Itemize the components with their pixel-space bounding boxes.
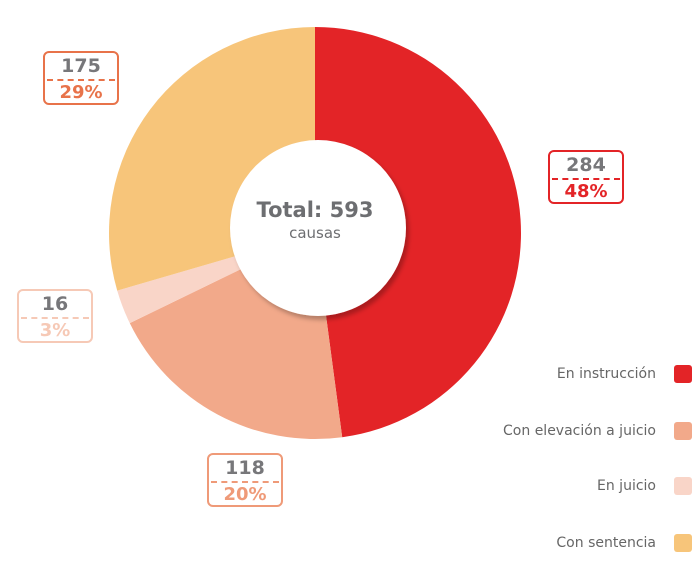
percent-label: 48%	[564, 181, 608, 202]
value-label: 16	[41, 293, 69, 315]
callout-con-sentencia: 175 29%	[43, 51, 119, 105]
legend-swatch	[674, 477, 692, 495]
total-label: Total: 593	[256, 198, 374, 222]
legend-item: Con sentencia	[556, 533, 692, 553]
unit-label: causas	[289, 224, 341, 242]
legend-swatch	[674, 534, 692, 552]
donut-hole	[230, 140, 406, 316]
legend-label: Con sentencia	[556, 535, 656, 551]
legend-swatch	[674, 422, 692, 440]
legend-item: En juicio	[597, 476, 692, 496]
callout-en-instruccion: 284 48%	[548, 150, 624, 204]
percent-label: 3%	[39, 320, 71, 341]
percent-label: 20%	[223, 484, 267, 505]
callout-en-juicio: 16 3%	[17, 289, 93, 343]
legend-label: En juicio	[597, 478, 656, 494]
value-label: 118	[225, 457, 265, 479]
value-label: 175	[61, 55, 101, 77]
legend-swatch	[674, 365, 692, 383]
legend-label: Con elevación a juicio	[503, 423, 656, 439]
legend-item: En instrucción	[557, 364, 692, 384]
slice-0	[315, 27, 521, 438]
legend-item: Con elevación a juicio	[503, 421, 692, 441]
center-label: Total: 593 causas	[228, 198, 402, 242]
value-label: 284	[566, 154, 606, 176]
callout-con-elevacion: 118 20%	[207, 453, 283, 507]
percent-label: 29%	[59, 82, 103, 103]
legend-label: En instrucción	[556, 366, 656, 382]
